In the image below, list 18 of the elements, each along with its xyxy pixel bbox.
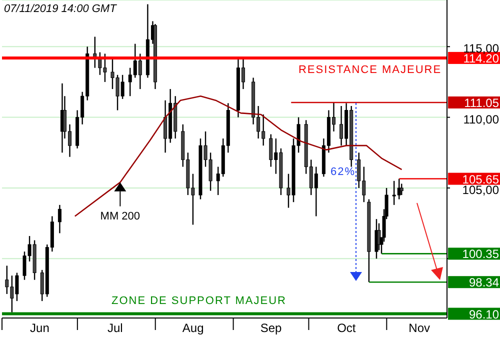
x-tick-label: Oct: [337, 321, 356, 335]
data-label: 98.34: [468, 276, 500, 290]
data-label: 111.05: [464, 96, 500, 110]
y-tick-label: 110,00: [463, 112, 500, 126]
x-tick-label: Sep: [260, 321, 282, 335]
annotation: RESISTANCE MAJEURE: [298, 64, 442, 76]
ref-line-label: 96.10: [468, 307, 500, 322]
candlestick: [58, 204, 62, 234]
x-tick-label: Aug: [182, 321, 204, 335]
data-label: 100.35: [462, 247, 500, 262]
annotation: ZONE DE SUPPORT MAJEUR: [111, 295, 287, 307]
candlestick: [400, 183, 404, 196]
annotation: 62%: [330, 166, 356, 178]
x-tick-label: Nov: [408, 321, 430, 335]
series-label: MM 200: [100, 210, 140, 222]
x-tick-label: Jun: [30, 321, 50, 335]
annotation: 07/11/2019 14:00 GMT: [4, 3, 118, 15]
x-tick-label: Jul: [107, 321, 123, 335]
